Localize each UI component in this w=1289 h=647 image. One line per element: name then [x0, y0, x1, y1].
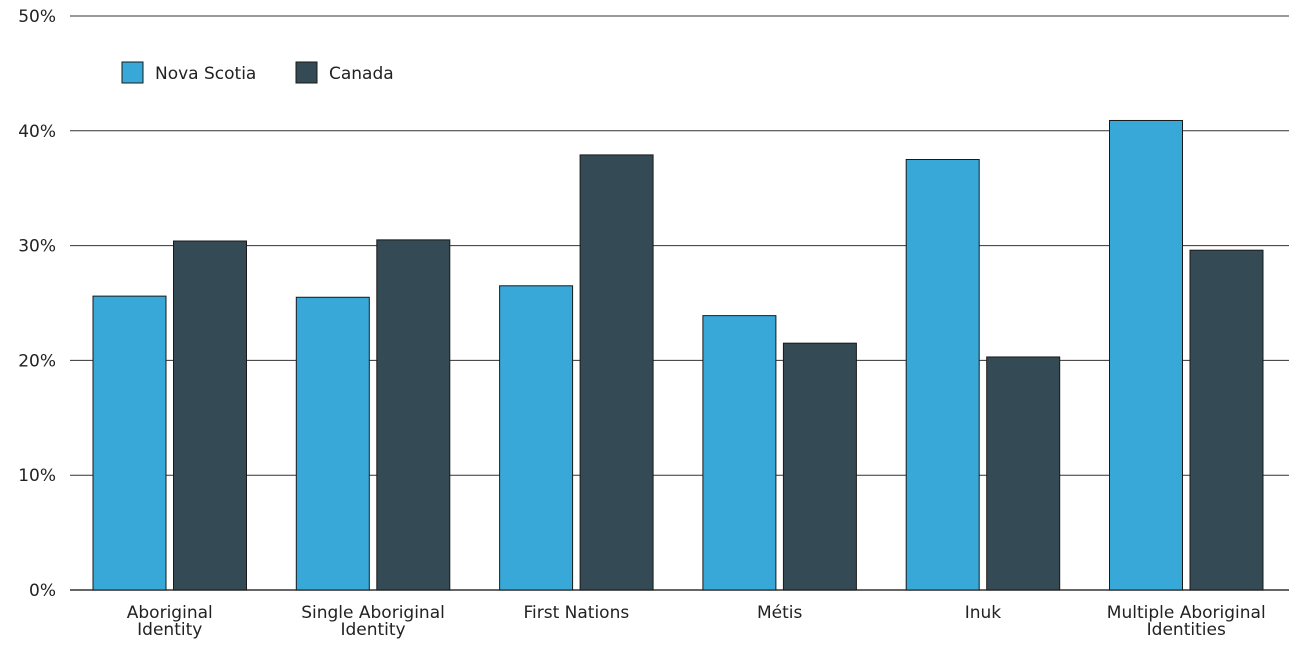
category-label: Métis	[757, 603, 803, 623]
bar-nova-scotia	[905, 159, 980, 591]
category-label-line: Identity	[340, 620, 405, 640]
legend[interactable]: Nova Scotia Canada	[121, 61, 394, 84]
gridlines	[70, 15, 1289, 591]
category-label-line: Multiple Aboriginal	[1107, 603, 1266, 623]
category-label: Single Aboriginal Identity	[301, 603, 445, 640]
bar-canada	[1189, 249, 1264, 591]
category-label-line: Métis	[757, 603, 803, 623]
bar-canada	[376, 239, 451, 591]
y-tick-label: 30%	[18, 237, 56, 257]
category-label-line: Identity	[137, 620, 202, 640]
category-label-line: Identities	[1147, 620, 1226, 640]
bar-canada	[579, 154, 654, 591]
bar-nova-scotia	[92, 295, 167, 591]
bar-nova-scotia	[499, 285, 574, 591]
category-label: First Nations	[523, 603, 629, 623]
legend-swatch	[295, 61, 318, 84]
legend-swatch	[121, 61, 144, 84]
bar-nova-scotia	[1109, 119, 1183, 591]
y-tick-label: 10%	[18, 466, 56, 486]
bar-canada	[986, 356, 1061, 591]
category-label-line: Aboriginal	[127, 603, 213, 623]
bar-canada	[782, 342, 857, 591]
legend-label: Canada	[329, 64, 394, 84]
y-tick-label: 50%	[18, 7, 56, 27]
y-tick-label: 0%	[29, 581, 56, 601]
bar-canada	[173, 240, 247, 591]
category-label-line: Single Aboriginal	[301, 603, 445, 623]
bar-nova-scotia	[702, 315, 777, 591]
legend-label: Nova Scotia	[155, 64, 256, 84]
category-label-line: Inuk	[965, 603, 1002, 623]
y-tick-label: 40%	[18, 122, 56, 142]
category-label-line: First Nations	[523, 603, 629, 623]
bars	[92, 119, 1264, 591]
category-label: Inuk	[965, 603, 1002, 623]
y-tick-label: 20%	[18, 351, 56, 371]
y-axis-tick-labels: 0% 10% 20% 30% 40% 50%	[18, 7, 56, 601]
category-label: Aboriginal Identity	[127, 603, 213, 640]
bar-nova-scotia	[295, 296, 370, 591]
category-label: Multiple Aboriginal Identities	[1107, 603, 1266, 640]
